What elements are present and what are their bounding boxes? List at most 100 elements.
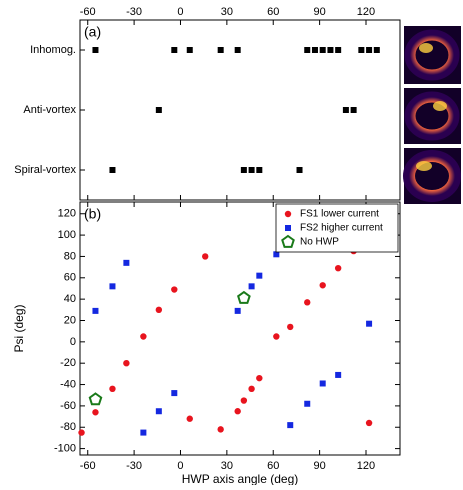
point <box>319 282 326 289</box>
point <box>109 167 116 173</box>
panel-label: (b) <box>84 206 101 222</box>
point <box>88 392 103 406</box>
point <box>366 320 373 327</box>
point <box>304 47 311 53</box>
point <box>334 264 342 272</box>
y-tick-label: 60 <box>64 272 76 284</box>
point <box>366 47 373 53</box>
point <box>234 307 241 314</box>
y-category-label: Spiral-vortex <box>14 164 76 176</box>
y-tick-label: 100 <box>58 229 76 241</box>
point <box>234 47 241 53</box>
point <box>327 47 334 53</box>
point <box>311 47 318 53</box>
x-tick-label: -60 <box>80 460 96 472</box>
x-axis-label: HWP axis angle (deg) <box>182 472 299 485</box>
point <box>273 333 280 340</box>
point <box>256 167 263 173</box>
beam-spot <box>433 101 447 111</box>
beam-spot <box>416 161 432 171</box>
x-tick-label: 30 <box>221 6 233 18</box>
point <box>186 47 193 53</box>
point <box>304 299 311 306</box>
point <box>342 107 349 113</box>
legend-marker <box>284 210 292 218</box>
point <box>335 371 342 378</box>
y-category-label: Inhomog. <box>30 44 76 56</box>
y-tick-label: -60 <box>60 400 76 412</box>
point <box>92 409 99 416</box>
point <box>365 419 373 427</box>
point <box>140 333 147 340</box>
legend-label: FS1 lower current <box>300 209 379 220</box>
y-tick-label: 0 <box>70 336 76 348</box>
x-tick-label: 60 <box>267 6 279 18</box>
x-tick-label: 0 <box>177 460 183 472</box>
point <box>123 259 130 266</box>
y-tick-label: 40 <box>64 293 76 305</box>
x-tick-label: -60 <box>80 6 96 18</box>
point <box>296 167 303 173</box>
point <box>202 253 209 260</box>
y-category-label: Anti-vortex <box>23 104 76 116</box>
x-tick-label: 90 <box>313 460 325 472</box>
point <box>140 429 147 436</box>
point <box>237 290 251 304</box>
x-tick-label: -30 <box>126 460 142 472</box>
point <box>123 359 130 367</box>
x-tick-label: 120 <box>357 6 375 18</box>
y-tick-label: -40 <box>60 378 76 390</box>
x-tick-label: 90 <box>313 6 325 18</box>
point <box>256 272 263 279</box>
point <box>78 429 85 436</box>
y-tick-label: 120 <box>58 208 76 220</box>
y-axis-label: Psi (deg) <box>12 304 26 352</box>
point <box>287 323 294 331</box>
beam-spot <box>419 43 433 53</box>
point <box>171 47 178 53</box>
y-tick-label: 80 <box>64 250 76 262</box>
x-tick-label: 120 <box>357 460 375 472</box>
panel-label: (a) <box>84 24 101 40</box>
point <box>350 107 357 113</box>
point <box>171 390 178 397</box>
x-tick-label: 0 <box>177 6 183 18</box>
point <box>155 306 163 314</box>
beam-ring <box>404 29 460 81</box>
point <box>319 380 326 387</box>
point <box>186 415 193 422</box>
point <box>248 167 255 173</box>
point <box>109 385 116 393</box>
x-tick-label: 30 <box>221 460 233 472</box>
y-tick-label: -100 <box>54 443 76 455</box>
point <box>155 408 162 415</box>
point <box>171 286 178 293</box>
point <box>358 47 365 53</box>
x-tick-label: -30 <box>126 6 142 18</box>
point <box>217 426 224 433</box>
legend-label: No HWP <box>300 237 339 248</box>
point <box>92 47 99 53</box>
point <box>287 422 294 429</box>
legend-marker <box>281 234 295 248</box>
legend-marker <box>285 225 291 231</box>
point <box>109 283 116 290</box>
point <box>304 400 311 407</box>
point <box>335 47 342 53</box>
point <box>248 385 255 393</box>
point <box>240 167 247 173</box>
y-tick-label: 20 <box>64 314 76 326</box>
point <box>217 47 224 53</box>
point <box>155 107 162 113</box>
point <box>273 251 280 258</box>
point <box>319 47 326 53</box>
point <box>92 307 99 314</box>
legend-box <box>275 203 399 253</box>
beam-images <box>403 26 461 204</box>
point <box>248 283 255 290</box>
x-tick-label: 60 <box>267 460 279 472</box>
y-tick-label: -80 <box>60 421 76 433</box>
point <box>256 374 263 382</box>
